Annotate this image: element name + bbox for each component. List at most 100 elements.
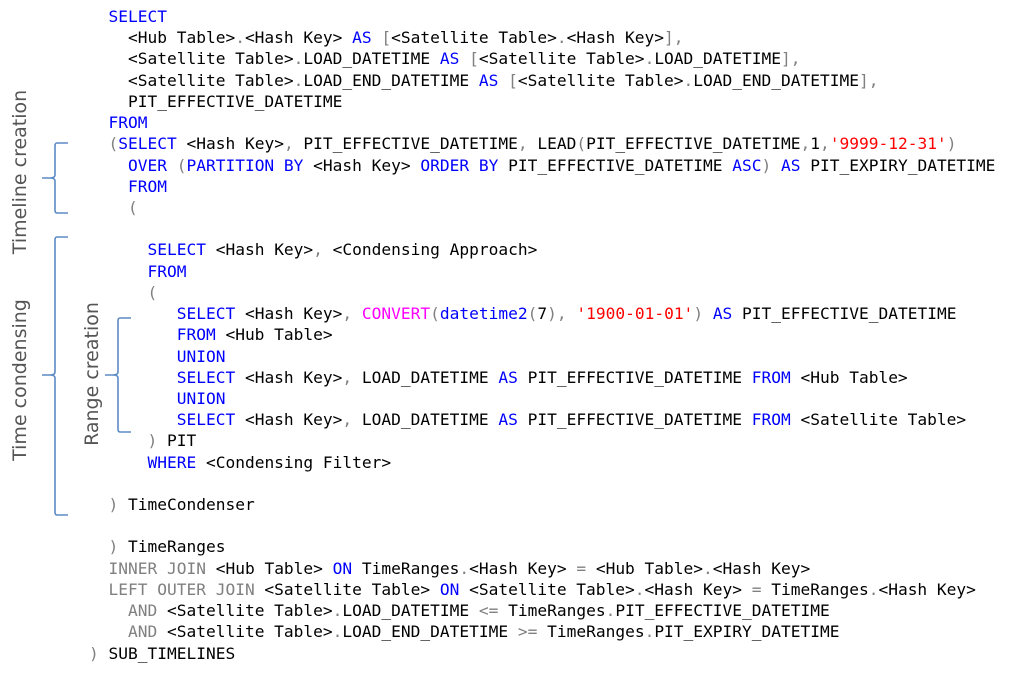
sql-punctuation: ( [127, 197, 138, 217]
sql-keyword: AS [781, 155, 801, 175]
sql-text [703, 304, 713, 323]
sql-punctuation: >= [517, 622, 538, 642]
sql-text [89, 134, 109, 153]
code-line: WHERE <Condensing Filter> [89, 452, 995, 473]
sql-text: PIT_EXPIRY_DATETIME [654, 622, 840, 642]
sql-punctuation: = [751, 579, 762, 599]
sql-text: <Hash Key> [303, 155, 421, 175]
sql-function: CONVERT [361, 304, 431, 324]
code-line: INNER JOIN <Hub Table> ON TimeRanges.<Ha… [89, 558, 995, 579]
sql-keyword: FROM [751, 410, 791, 430]
sql-text: <Satellite Table> [391, 28, 557, 48]
code-line: ( [89, 282, 995, 303]
sql-text: <Hash Key> [176, 134, 284, 154]
sql-text [167, 156, 177, 175]
sql-text: LOAD_END_DATETIME [303, 70, 479, 90]
sql-punctuation: , [517, 134, 528, 154]
sql-punctuation: = [576, 558, 587, 578]
sql-text [771, 156, 781, 175]
sql-punctuation: ], [858, 70, 879, 90]
sql-text [352, 304, 362, 323]
code-line: FROM [89, 176, 995, 197]
sql-text: <Hash Key> [644, 579, 752, 599]
sql-punctuation: . [683, 70, 694, 90]
sql-text [89, 325, 177, 344]
sql-keyword: PARTITION BY [186, 155, 304, 175]
code-line: <Satellite Table>.LOAD_END_DATETIME AS [… [89, 70, 995, 91]
sql-punctuation: ( [576, 134, 587, 154]
code-line: <Hub Table>.<Hash Key> AS [<Satellite Ta… [89, 27, 995, 48]
sql-punctuation: <= [478, 601, 499, 621]
sql-text: PIT_EFFECTIVE_DATETIME [586, 134, 801, 154]
sql-punctuation: , [819, 134, 830, 154]
sql-text: 1 [810, 134, 820, 154]
sql-punctuation: . [644, 622, 655, 642]
sql-text [498, 71, 508, 90]
sql-text: <Hub Table> [215, 325, 333, 345]
sql-string: '9999-12-31' [829, 134, 947, 154]
sql-keyword: AS [352, 28, 372, 48]
sql-punctuation: ( [108, 134, 119, 154]
time-condensing-label: Time condensing [9, 299, 31, 461]
condensing-bracket-icon [42, 236, 68, 516]
sql-punctuation: . [235, 28, 245, 48]
code-line: FROM [89, 112, 995, 133]
sql-punctuation: , [313, 240, 323, 260]
sql-keyword: AS [498, 367, 518, 387]
sql-punctuation: . [332, 601, 343, 621]
sql-punctuation: AND [127, 601, 158, 621]
sql-punctuation: . [293, 70, 304, 90]
sql-punctuation: ), [547, 304, 567, 324]
sql-text [89, 580, 109, 599]
sql-text: <Hash Key> [235, 304, 343, 324]
sql-punctuation: ( [176, 155, 187, 175]
sql-text: LOAD_DATETIME [342, 601, 479, 621]
sql-punctuation: ) [108, 537, 119, 557]
sql-text [89, 198, 128, 217]
code-line [89, 473, 995, 494]
code-line: UNION [89, 388, 995, 409]
code-line: LEFT OUTER JOIN <Satellite Table> ON <Sa… [89, 579, 995, 600]
sql-text: TimeRanges [537, 622, 645, 642]
sql-text: PIT_EFFECTIVE_DATETIME [293, 134, 518, 154]
sql-text [89, 177, 128, 196]
sql-punctuation: . [332, 622, 343, 642]
sql-keyword: SELECT [176, 367, 236, 387]
sql-text [89, 240, 147, 259]
sql-text [89, 431, 147, 450]
sql-text [89, 601, 128, 620]
sql-punctuation: . [459, 558, 470, 578]
sql-punctuation: . [703, 558, 713, 578]
sql-text: <Hash Key> [235, 367, 343, 387]
sql-text: <Hash Key> [205, 240, 314, 260]
sql-keyword: datetime2 [439, 304, 528, 324]
sql-text: LOAD_DATETIME [352, 410, 499, 430]
sql-text: LOAD_DATETIME [654, 49, 782, 69]
sql-text: 7 [537, 304, 548, 324]
sql-punctuation: ( [527, 304, 538, 324]
sql-punctuation: ], [664, 28, 684, 48]
timeline-bracket-icon [42, 142, 68, 214]
sql-punctuation: ( [430, 304, 440, 324]
code-line: <Satellite Table>.LOAD_DATETIME AS [<Sat… [89, 48, 995, 69]
sql-punctuation: INNER JOIN [108, 558, 206, 578]
sql-text: <Satellite Table> [517, 70, 684, 90]
sql-keyword: AS [712, 304, 733, 324]
sql-text: PIT [157, 431, 197, 451]
sql-punctuation: ], [781, 49, 801, 69]
sql-punctuation: ) [108, 495, 119, 515]
sql-punctuation: . [644, 49, 655, 69]
code-line: SELECT [89, 6, 995, 27]
sql-text: <Hash Key> [712, 558, 811, 578]
sql-text: <Satellite Table> [478, 49, 645, 69]
sql-text [89, 622, 128, 641]
sql-text: <Hash Key> [566, 28, 665, 48]
code-line: OVER (PARTITION BY <Hash Key> ORDER BY P… [89, 155, 995, 176]
sql-punctuation: . [293, 49, 304, 69]
sql-text: <Hub Table> [790, 367, 908, 387]
sql-keyword: ASC [732, 155, 762, 175]
sql-keyword: SELECT [176, 410, 236, 430]
code-line: FROM <Hub Table> [89, 324, 995, 345]
sql-punctuation: . [556, 28, 567, 48]
